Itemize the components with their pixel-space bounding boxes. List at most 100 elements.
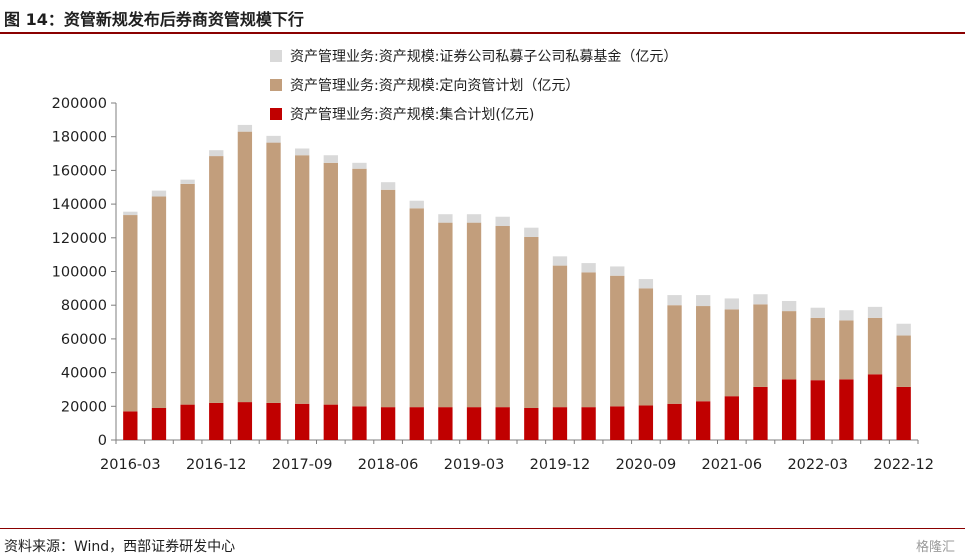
bar-segment-2	[524, 227, 539, 237]
bar-segment-2	[781, 300, 797, 312]
bar-segment-1	[466, 222, 482, 408]
bar-segment-2	[696, 295, 711, 307]
bar-segment-1	[438, 222, 453, 408]
bar-segment-0	[151, 407, 167, 440]
bar-segment-2	[753, 294, 768, 305]
y-tick-label: 20000	[61, 399, 107, 415]
bar-segment-1	[610, 275, 625, 407]
y-tick-label: 100000	[52, 265, 107, 281]
y-tick-label: 40000	[61, 366, 107, 382]
bar-segment-2	[495, 216, 510, 227]
watermark-logo: 格隆汇	[915, 540, 955, 555]
bar-segment-0	[524, 407, 539, 440]
y-tick-label: 140000	[52, 197, 107, 213]
x-tick-label: 2021-06	[702, 457, 763, 473]
bar-segment-0	[352, 406, 367, 440]
bar-segment-1	[696, 306, 711, 402]
bar-segment-0	[781, 379, 797, 440]
y-tick-label: 0	[98, 433, 107, 449]
bar-segment-2	[867, 306, 883, 318]
bar-segment-1	[180, 183, 195, 405]
legend-label: 资产管理业务:资产规模:定向资管计划（亿元）	[290, 78, 579, 94]
source-note: 资料来源：Wind，西部证券研发中心	[4, 539, 236, 555]
footer-rule	[0, 528, 965, 529]
bar-segment-0	[896, 386, 911, 440]
bar-segment-0	[724, 396, 739, 440]
bar-segment-2	[380, 182, 396, 190]
bar-segment-0	[266, 402, 281, 440]
y-tick-label: 160000	[52, 163, 107, 179]
y-tick-label: 180000	[52, 130, 107, 146]
bar-segment-2	[409, 200, 424, 209]
bar-segment-1	[295, 155, 310, 404]
legend-swatch	[270, 108, 282, 120]
bar-segment-1	[409, 208, 424, 408]
bar-segment-1	[323, 162, 338, 405]
bar-segment-2	[237, 124, 253, 132]
bar-segment-0	[610, 406, 625, 440]
figure-title: 图 14：资管新规发布后券商资管规模下行	[4, 10, 304, 29]
y-tick-label: 60000	[61, 332, 107, 348]
bar-segment-0	[810, 380, 825, 440]
legend-label: 资产管理业务:资产规模:集合计划(亿元)	[290, 106, 534, 123]
bar-segment-0	[180, 404, 195, 440]
bar-segment-0	[638, 405, 654, 440]
bar-segment-0	[237, 402, 253, 440]
y-tick-label: 200000	[52, 96, 107, 112]
bar-segment-2	[896, 323, 911, 336]
bar-segment-1	[524, 236, 539, 408]
x-tick-label: 2019-03	[444, 457, 505, 473]
bar-segment-0	[552, 407, 568, 440]
y-tick-label: 80000	[61, 298, 107, 314]
bar-segment-0	[667, 403, 682, 440]
bar-segment-1	[810, 317, 825, 381]
bar-segment-2	[552, 256, 568, 266]
bar-segment-1	[495, 226, 510, 408]
bar-segment-1	[380, 189, 396, 408]
bar-segment-1	[209, 156, 224, 403]
bar-segment-1	[867, 317, 883, 375]
bar-segment-2	[581, 263, 596, 273]
stacked-bar-chart: 0 20000 40000 60000 80000 100000 120000 140000 1…	[52, 48, 934, 473]
x-tick-label: 2019-12	[530, 457, 591, 473]
bar-segment-2	[466, 214, 482, 223]
bar-segment-2	[266, 135, 281, 143]
bar-segment-0	[123, 411, 138, 440]
bar-segment-1	[552, 265, 568, 408]
x-tick-label: 2022-12	[873, 457, 934, 473]
bar-segment-2	[724, 298, 739, 310]
legend-swatch	[270, 50, 282, 62]
bar-segment-1	[839, 320, 854, 380]
bar-segment-1	[123, 215, 138, 412]
bar-segment-1	[753, 304, 768, 387]
bar-segment-1	[896, 335, 911, 387]
bar-segment-2	[638, 279, 654, 289]
x-tick-label: 2022-03	[787, 457, 848, 473]
bar-segment-0	[696, 401, 711, 440]
bar-segment-2	[667, 295, 682, 306]
bar-segment-2	[810, 307, 825, 318]
bar-segment-0	[209, 402, 224, 440]
bar-segment-2	[839, 310, 854, 321]
x-tick-label: 2016-12	[186, 457, 247, 473]
bar-segment-0	[466, 407, 482, 440]
bar-segment-0	[581, 407, 596, 440]
x-tick-label: 2018-06	[358, 457, 419, 473]
bar-segment-2	[123, 211, 138, 216]
bar-segment-1	[667, 305, 682, 404]
bar-segment-0	[495, 407, 510, 440]
x-tick-label: 2020-09	[616, 457, 677, 473]
bar-segment-0	[438, 407, 453, 440]
bar-segment-0	[380, 407, 396, 440]
bar-segment-0	[323, 404, 338, 440]
bar-segment-2	[180, 179, 195, 184]
legend-swatch	[270, 79, 282, 91]
bar-segment-2	[323, 155, 338, 163]
title-rule	[0, 32, 965, 34]
x-tick-label: 2016-03	[100, 457, 161, 473]
y-tick-label: 120000	[52, 231, 107, 247]
bar-segment-0	[867, 374, 883, 440]
x-tick-label: 2017-09	[272, 457, 333, 473]
legend-label: 资产管理业务:资产规模:证券公司私募子公司私募基金（亿元）	[290, 48, 677, 65]
bar-segment-0	[409, 407, 424, 440]
